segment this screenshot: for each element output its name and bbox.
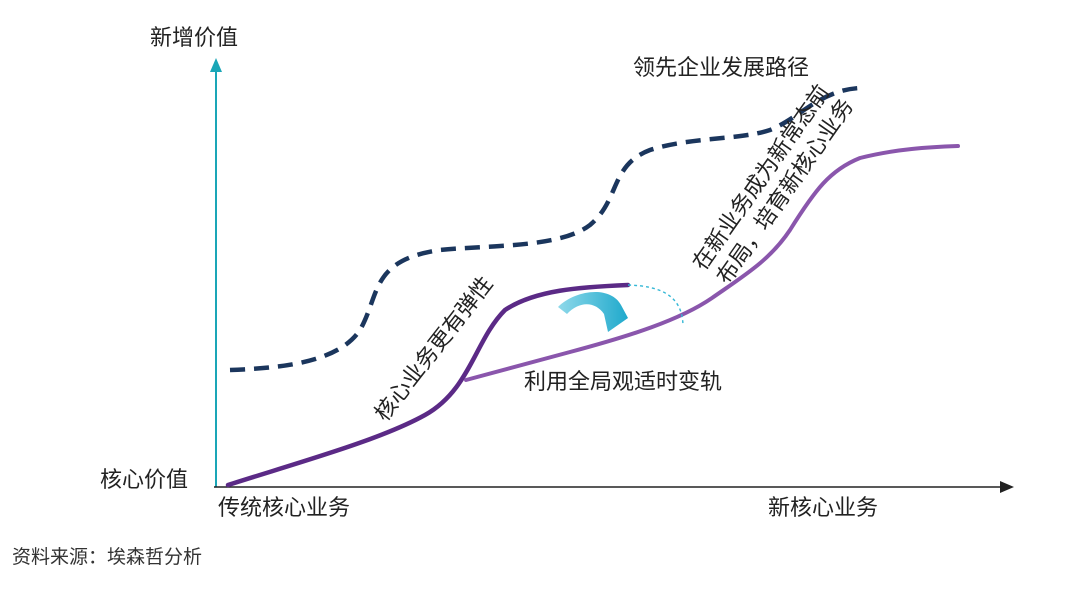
- core-business-curve: [225, 282, 631, 488]
- y-axis-arrowhead: [210, 58, 222, 72]
- source-note: 资料来源：埃森哲分析: [12, 546, 203, 568]
- x-axis-left-label: 传统核心业务: [218, 496, 351, 521]
- x-axis-right-label: 新核心业务: [768, 496, 879, 521]
- leader-path-label: 领先企业发展路径: [633, 56, 810, 81]
- leader-dashed-path: [229, 85, 861, 373]
- new-business-curve: [464, 144, 960, 382]
- switch-tracks-label: 利用全局观适时变轨: [524, 370, 723, 395]
- projection-dashed-line: [627, 284, 684, 326]
- switch-arrow-icon: [558, 292, 628, 332]
- y-axis-bottom-label: 核心价值: [100, 468, 189, 493]
- y-axis-top-label: 新增价值: [150, 26, 239, 51]
- x-axis-arrowhead: [1000, 481, 1014, 493]
